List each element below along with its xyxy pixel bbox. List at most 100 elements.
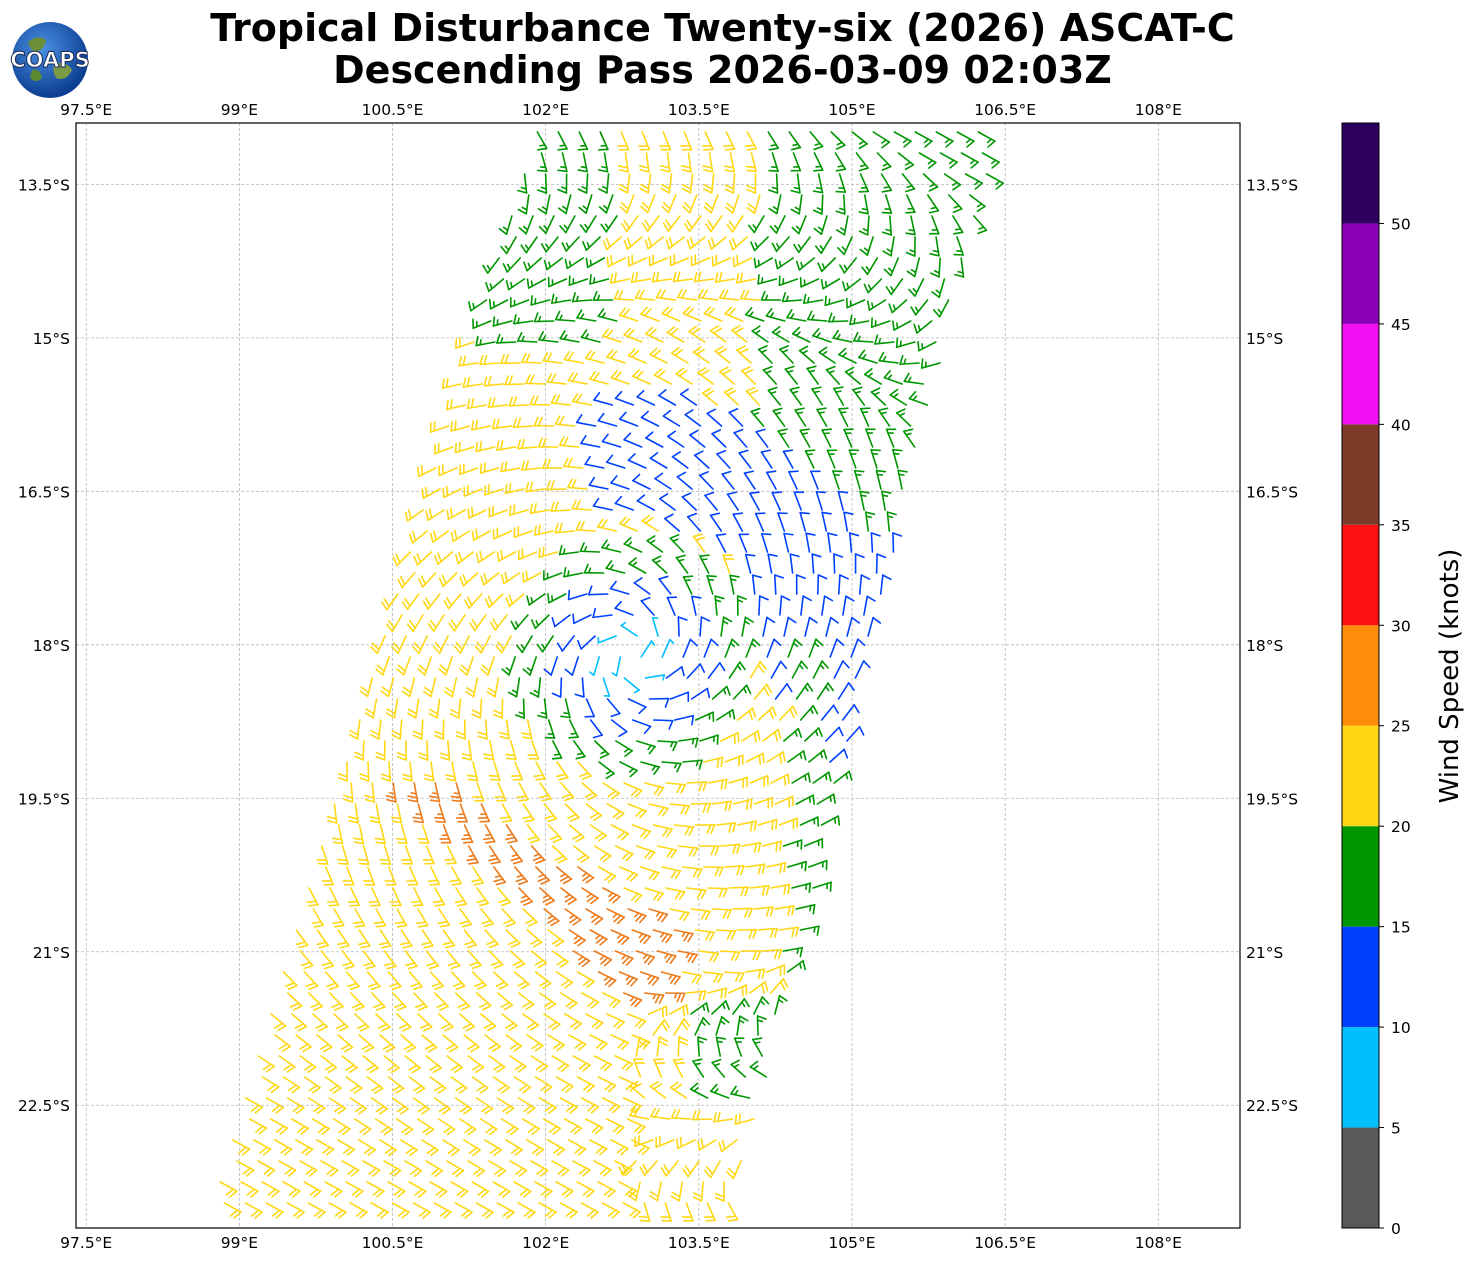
wind-barb [341,1160,360,1177]
wind-barb [404,1160,423,1177]
wind-barb [790,173,801,194]
wind-barb [320,1160,339,1177]
lat-label-right: 22.5°S [1246,1097,1298,1115]
wind-barb [649,347,668,364]
wind-barb [534,1181,553,1198]
wind-barb [589,1139,608,1156]
wind-barb [839,257,858,274]
wind-barb [614,1055,634,1071]
wind-barb [837,682,855,700]
wind-barb [560,782,575,802]
wind-barb [892,320,912,331]
wind-barb [618,971,638,987]
wind-barb [726,491,739,511]
wind-barb [964,173,984,190]
wind-barb [567,589,588,601]
wind-barb [648,803,669,817]
wind-barb [554,415,576,427]
wind-barb [641,514,660,532]
wind-barb [471,866,484,886]
wind-barb [434,442,454,455]
wind-barb [417,1013,433,1032]
wind-barb [711,429,727,448]
wind-barb [913,320,933,334]
wind-barb [399,929,413,949]
wind-barb [438,656,454,676]
wind-barb [851,131,868,150]
wind-barb [644,674,665,681]
wind-barb [529,502,550,515]
wind-barb [808,638,824,658]
wind-barb [533,761,546,781]
wind-barb [505,278,526,291]
wind-barb [906,257,921,278]
wind-barb [722,554,735,574]
wind-barb [536,131,548,151]
wind-barb [598,194,614,214]
wind-barb [680,131,693,151]
wind-barb [870,317,891,328]
wind-barb [534,1076,553,1094]
wind-barb [306,887,319,907]
wind-barb [723,152,735,173]
wind-barb [835,194,846,215]
wind-barb [551,845,568,864]
wind-barb [510,761,524,781]
wind-barb [711,800,732,812]
wind-barb [459,463,479,476]
wind-barb [596,518,618,532]
wind-barb [454,1097,473,1115]
colorbar-tick-label: 50 [1391,215,1411,233]
wind-barb [692,346,710,364]
wind-barb [729,574,740,595]
wind-barb [774,795,794,808]
wind-barb [732,907,753,918]
lat-label-right: 16.5°S [1246,483,1298,501]
wind-barb [664,992,686,1003]
wind-barb [467,1160,486,1178]
wind-barb [521,1118,540,1136]
wind-barb [733,428,748,448]
wind-barb [736,820,757,832]
colorbar-tick-label: 25 [1391,718,1411,736]
wind-barb [407,782,419,803]
wind-barb [677,1036,688,1057]
wind-barb [311,908,324,928]
wind-barb [627,1013,647,1029]
lon-label-bottom: 103.5°E [668,1234,730,1252]
wind-barb [762,616,776,637]
wind-barb [563,1118,583,1135]
wind-barb [517,331,538,343]
wind-barb [408,530,429,544]
wind-barb [648,908,669,923]
wind-barb [789,386,803,406]
wind-barb [219,1181,238,1198]
wind-barb [651,271,673,283]
wind-barb [429,971,445,991]
wind-barb [442,1139,460,1157]
wind-barb [848,449,860,469]
wind-barb [307,992,324,1011]
wind-barb [601,992,621,1009]
wind-barb [467,950,482,970]
wind-barb [833,553,844,574]
wind-barb [543,257,564,271]
wind-barb [480,908,494,928]
wind-barb [838,347,857,364]
wind-barb [758,595,769,616]
wind-barb [471,1076,489,1094]
wind-barb [751,1037,764,1057]
wind-barb [760,449,773,469]
wind-barb [741,616,754,637]
wind-barb [496,1097,515,1115]
wind-barb [627,1181,641,1202]
wind-barb [639,971,660,986]
wind-barb [810,470,821,490]
wind-barb [629,1107,650,1120]
wind-barb [496,549,517,562]
wind-barb [479,462,500,474]
wind-barb [505,1034,523,1052]
wind-barb [402,761,413,782]
lat-label-left: 22.5°S [18,1097,70,1115]
wind-barb [953,257,965,278]
